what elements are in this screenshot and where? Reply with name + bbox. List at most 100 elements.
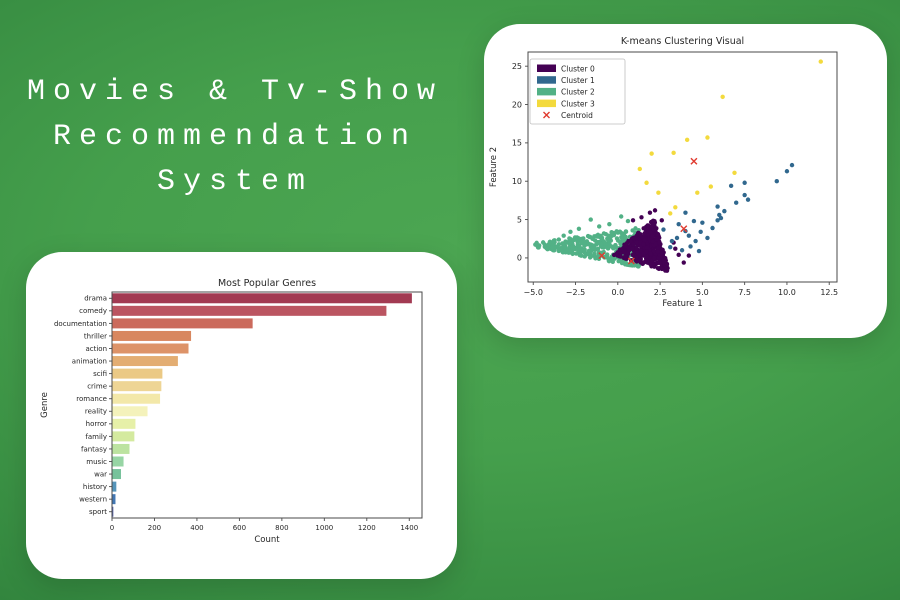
data-point [657,260,662,265]
genres-bar-chart: Most Popular Genres Count Genre 0 200 400 600 8… [40,278,423,545]
scatter-chart-title: K-means Clustering Visual [621,36,744,47]
data-point [615,230,621,235]
bar-x-axis-label: Count [254,535,280,545]
centroid-markers [598,157,698,265]
data-point [582,247,587,252]
legend-swatch [537,76,556,84]
legend-box [529,58,626,125]
legend-swatch [537,87,556,96]
data-point [638,248,644,253]
data-point [576,226,582,231]
data-point [651,218,656,224]
bar-reality [112,406,148,417]
data-point [648,262,654,267]
scatter-x-axis-label: Feature 1 [662,299,702,309]
data-point [720,94,725,100]
data-point [733,200,739,205]
data-point [722,208,727,214]
data-point [693,238,698,244]
data-point [611,231,617,237]
data-point [728,183,734,189]
data-point [565,247,571,252]
data-point [696,248,702,254]
data-point [679,248,685,253]
data-point [661,227,666,232]
genre-label: sport [89,508,107,516]
data-point [547,239,553,244]
data-point [601,231,607,236]
data-point [789,162,795,168]
y-tick-label: 15 [512,139,522,148]
data-point [648,251,653,256]
data-point [818,59,823,64]
bar-documentation [112,318,253,329]
bar-comedy [112,305,387,316]
genre-label: history [83,483,107,491]
data-point [674,235,680,241]
data-point [655,249,661,254]
data-point [606,237,611,242]
data-point [698,229,703,235]
data-point [637,166,642,172]
data-point [669,238,675,244]
genre-label: thriller [84,332,107,340]
data-point [642,231,647,236]
data-point [622,242,628,248]
bar-sport [112,506,114,517]
data-point [705,135,710,140]
bar-fantasy [112,443,130,454]
x-tick-label: 400 [190,524,203,532]
bar-romance [112,393,161,404]
bar-war [112,469,121,480]
x-tick-label: 800 [275,524,288,532]
bar-drama [112,293,412,304]
data-point [651,227,657,232]
data-point [610,259,616,264]
data-point [650,233,655,239]
data-point [570,251,575,257]
axes-spines [111,291,423,519]
bar-horror [112,418,136,429]
legend-x-marker [543,111,550,119]
title-line-3: System [156,165,314,199]
centroid-x-marker [690,157,698,165]
legend-label: Cluster 1 [561,76,595,85]
data-point [642,237,647,243]
page-title: Movies & Tv-Show Recommendation System [10,70,460,205]
data-point [574,251,579,256]
data-point [620,232,625,237]
scatter-y-axis-label: Feature 2 [489,147,499,187]
data-point [683,210,688,215]
data-point [623,254,628,259]
data-point [715,204,720,209]
data-point [586,248,592,254]
x-tick-label: 1200 [358,524,376,532]
data-point [551,238,557,243]
data-point [612,243,618,249]
data-point [607,221,612,227]
y-tick-label: 25 [512,62,522,71]
data-point [634,246,639,251]
bar-animation [112,356,178,367]
data-point [644,180,649,185]
data-point [742,180,747,185]
data-point [659,218,664,223]
data-point [608,244,614,249]
x-tick-label: 600 [233,524,246,532]
genre-label: comedy [79,307,107,315]
data-point [655,232,661,238]
data-point [556,237,562,242]
data-point [592,251,597,256]
data-point [570,244,575,250]
title-line-1: Movies & Tv-Show [26,75,444,109]
data-point [647,210,653,215]
data-point [618,240,623,245]
kmeans-scatter-chart: K-means Clustering Visual Feature 1 Featur… [489,36,838,309]
legend-label: Cluster 0 [561,64,595,73]
genre-label: reality [85,408,107,416]
data-point [562,244,567,249]
data-point [619,260,625,266]
data-point [601,245,607,250]
bar-western [112,494,116,505]
